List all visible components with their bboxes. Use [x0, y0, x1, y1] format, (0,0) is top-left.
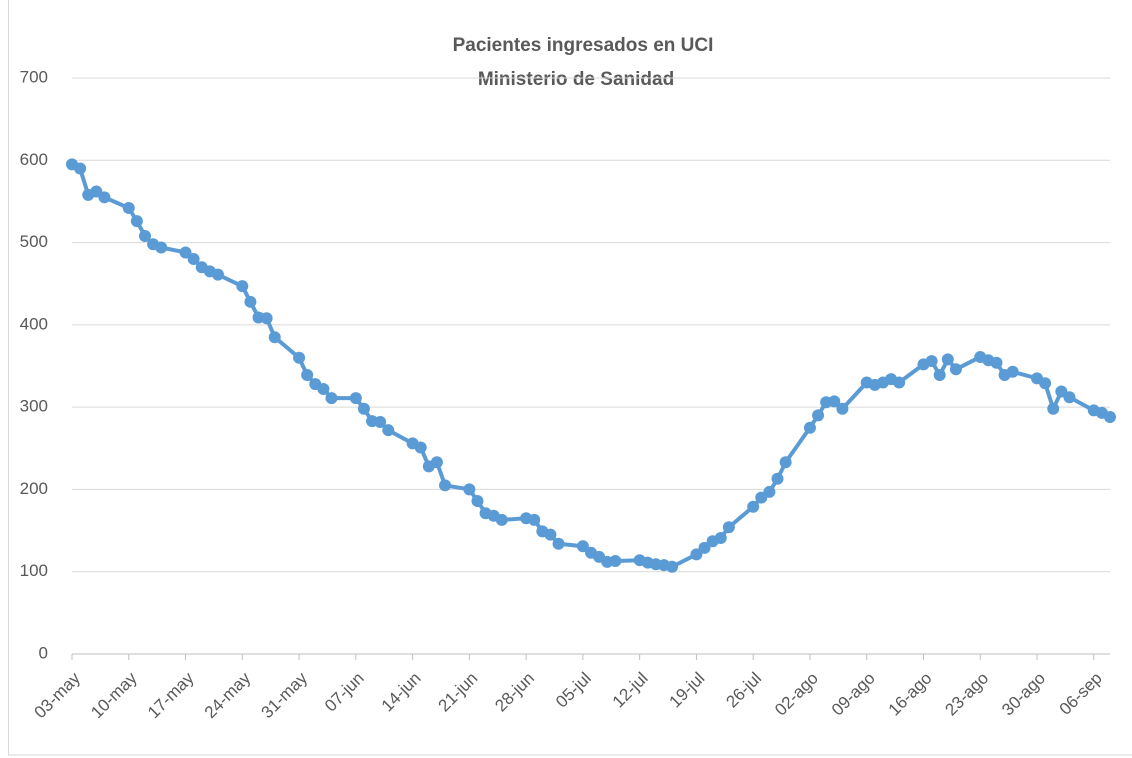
x-tick-label: 06-sep	[1056, 669, 1106, 719]
x-tick-label: 07-jun	[321, 669, 368, 716]
data-point	[244, 295, 257, 308]
x-tick-label: 30-ago	[998, 669, 1049, 720]
data-point	[463, 483, 476, 496]
data-point	[382, 424, 395, 437]
data-point	[430, 456, 443, 469]
data-point	[471, 494, 484, 507]
data-point	[666, 560, 679, 573]
data-point	[714, 531, 727, 544]
y-tick-label: 100	[20, 561, 48, 580]
data-point	[1039, 377, 1052, 390]
data-point	[812, 409, 825, 422]
data-point	[1063, 391, 1076, 404]
x-tick-label: 26-jul	[722, 669, 765, 712]
x-tick-label: 16-ago	[885, 669, 936, 720]
data-point	[779, 456, 792, 469]
x-tick-label: 21-jun	[435, 669, 482, 716]
data-point	[544, 528, 557, 541]
data-point	[236, 280, 249, 293]
data-point	[325, 392, 338, 405]
data-point	[803, 421, 816, 434]
data-point	[722, 521, 735, 534]
data-point	[414, 441, 427, 454]
data-point	[268, 331, 281, 344]
data-point	[495, 513, 508, 526]
chart-border	[8, 0, 1132, 756]
data-point	[576, 540, 589, 553]
x-tick-label: 31-may	[258, 668, 312, 722]
x-tick-label: 19-jul	[666, 669, 709, 712]
x-tick-label: 03-may	[30, 668, 84, 722]
data-point	[828, 395, 841, 408]
data-point	[1104, 411, 1116, 424]
data-point	[374, 415, 387, 428]
data-point	[1047, 402, 1060, 415]
x-tick-label: 09-ago	[828, 669, 879, 720]
x-tick-label: 24-may	[201, 668, 255, 722]
data-point	[357, 402, 370, 415]
x-tick-label: 28-jun	[491, 669, 538, 716]
data-point	[836, 402, 849, 415]
data-point	[609, 555, 622, 568]
data-point	[747, 500, 760, 513]
x-tick-label: 02-ago	[771, 669, 822, 720]
data-point	[763, 485, 776, 498]
data-point	[187, 253, 200, 266]
chart-subtitle: Ministerio de Sanidad	[478, 69, 674, 90]
data-point	[933, 369, 946, 382]
y-tick-label: 200	[20, 479, 48, 498]
data-point	[155, 241, 168, 254]
data-point	[698, 541, 711, 554]
y-tick-label: 400	[20, 314, 48, 333]
x-tick-label: 05-jul	[552, 669, 595, 712]
data-point	[941, 353, 954, 366]
data-point	[98, 191, 111, 204]
x-tick-label: 23-ago	[941, 669, 992, 720]
data-point	[74, 162, 87, 175]
x-tick-label: 12-jul	[609, 669, 652, 712]
y-tick-label: 600	[20, 150, 48, 169]
data-point	[990, 356, 1003, 369]
x-tick-label: 17-may	[144, 668, 198, 722]
y-tick-label: 500	[20, 232, 48, 251]
data-point	[771, 472, 784, 485]
data-point	[925, 355, 938, 368]
data-point	[893, 376, 906, 389]
data-point	[138, 229, 151, 242]
x-tick-label: 10-may	[87, 668, 141, 722]
data-point	[211, 268, 224, 281]
x-tick-label: 14-jun	[378, 669, 425, 716]
data-point	[179, 246, 192, 259]
y-tick-label: 300	[20, 397, 48, 416]
data-point	[690, 548, 703, 561]
data-point	[1006, 365, 1019, 378]
y-tick-label: 700	[20, 67, 48, 86]
data-point	[552, 537, 565, 550]
data-point	[528, 513, 541, 526]
data-point	[949, 363, 962, 376]
data-point	[122, 202, 135, 215]
data-point	[439, 479, 452, 492]
data-point	[317, 383, 330, 396]
data-point	[130, 215, 143, 228]
y-tick-label: 0	[39, 643, 48, 662]
data-point	[349, 392, 362, 405]
data-point	[301, 369, 314, 382]
data-point	[260, 312, 273, 325]
chart-title: Pacientes ingresados en UCI	[453, 35, 714, 56]
data-point	[293, 351, 306, 364]
